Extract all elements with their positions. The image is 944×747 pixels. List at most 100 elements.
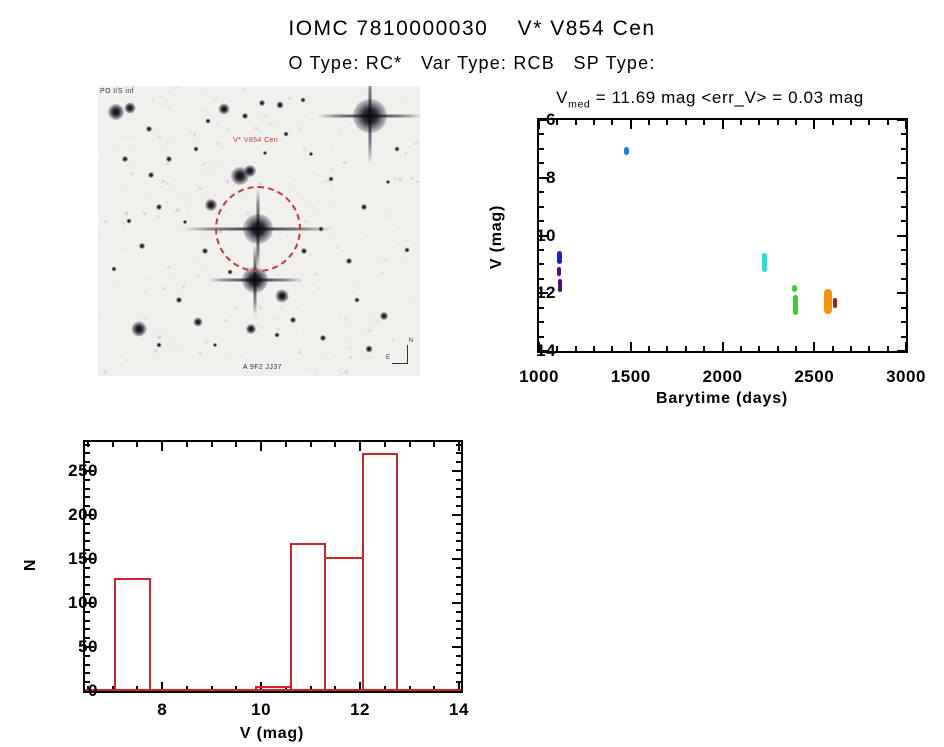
x-minor-tick (666, 120, 669, 125)
y-major-tick (539, 350, 548, 352)
x-minor-tick (383, 686, 386, 691)
x-minor-tick (136, 442, 139, 447)
y-minor-tick (456, 619, 461, 622)
y-minor-tick (85, 487, 90, 490)
y-minor-tick (456, 540, 461, 543)
histogram-bar (361, 453, 399, 691)
y-minor-tick (85, 663, 90, 666)
y-major-tick (897, 176, 906, 179)
star-core (289, 317, 296, 324)
histogram-bar (114, 578, 151, 691)
x-minor-tick (611, 120, 614, 125)
star-core (242, 113, 249, 120)
y-minor-tick (901, 335, 906, 338)
y-minor-tick (456, 575, 461, 578)
y-major-tick (897, 292, 906, 295)
x-major-tick (629, 120, 632, 129)
y-minor-tick (85, 461, 90, 464)
y-major-tick (452, 690, 461, 692)
star-core (148, 172, 155, 179)
y-major-tick (539, 119, 548, 121)
y-minor-tick (901, 248, 906, 251)
hist-x-tick-label: 10 (251, 700, 272, 719)
hist-y-tick-label: 100 (68, 593, 98, 612)
y-minor-tick (901, 191, 906, 194)
x-minor-tick (408, 442, 411, 447)
x-minor-tick (666, 346, 669, 351)
star-core (404, 247, 410, 253)
hist-y-tick-label: 150 (68, 549, 98, 569)
y-minor-tick (456, 549, 461, 552)
x-minor-tick (794, 120, 797, 125)
star-core (379, 311, 388, 320)
star-core (212, 342, 217, 347)
y-minor-tick (85, 566, 90, 569)
x-minor-tick (433, 442, 436, 447)
star-core (394, 146, 400, 152)
target-name-label: V* V854 Cen (233, 136, 279, 144)
y-major-tick (897, 119, 906, 121)
x-major-tick (721, 342, 724, 351)
y-minor-tick (456, 522, 461, 525)
x-minor-tick (776, 346, 779, 351)
x-minor-tick (684, 120, 687, 125)
light-curve-title: Vmed = 11.69 mag <err_V> = 0.03 mag (500, 88, 920, 110)
y-major-tick (452, 470, 461, 473)
page-subtitle: O Type: RC* Var Type: RCB SP Type: (288, 53, 656, 73)
x-minor-tick (703, 346, 706, 351)
lc-y-tick-label: 10 (536, 225, 556, 245)
hist-y-tick-label: 0 (88, 681, 98, 700)
star-core (156, 204, 163, 211)
x-major-tick (260, 442, 263, 451)
y-major-tick (539, 234, 548, 237)
y-minor-tick (85, 628, 90, 631)
x-minor-tick (210, 442, 213, 447)
x-minor-tick (849, 120, 852, 125)
y-minor-tick (456, 487, 461, 490)
lightcurve-data-segment (557, 251, 563, 265)
x-minor-tick (556, 120, 559, 125)
star-core (246, 324, 257, 335)
lightcurve-data-segment (823, 288, 832, 315)
y-major-tick (85, 470, 94, 473)
hist-y-tick-label: 50 (78, 637, 98, 656)
x-minor-tick (849, 346, 852, 351)
lc-x-tick-label: 2000 (702, 367, 743, 386)
vmed-subscript: med (568, 98, 591, 111)
y-minor-tick (456, 663, 461, 666)
star-core (283, 131, 289, 137)
y-minor-tick (456, 593, 461, 596)
y-major-tick (452, 558, 461, 561)
y-minor-tick (901, 263, 906, 266)
lc-x-tick-label: 1000 (519, 367, 559, 386)
y-minor-tick (456, 637, 461, 640)
y-major-tick (85, 646, 94, 648)
x-major-tick (813, 120, 816, 129)
lightcurve-data-segment (832, 297, 837, 308)
y-minor-tick (539, 191, 544, 194)
x-minor-tick (739, 120, 742, 125)
y-major-tick (539, 176, 548, 179)
y-major-tick (897, 350, 906, 352)
y-minor-tick (85, 593, 90, 596)
y-minor-tick (85, 610, 90, 613)
x-major-tick (359, 442, 362, 451)
star-core (300, 248, 307, 255)
lc-y-tick-label: 6 (546, 110, 556, 129)
star-core (131, 321, 147, 337)
x-major-tick (458, 682, 461, 691)
vmed-value-text: = 11.69 mag <err_V> = 0.03 mag (590, 88, 864, 107)
hist-x-tick-label: 14 (449, 700, 469, 719)
x-minor-tick (868, 120, 871, 125)
lc-x-tick-label: 1500 (610, 367, 651, 386)
y-minor-tick (539, 220, 544, 223)
x-minor-tick (334, 442, 337, 447)
x-minor-tick (309, 686, 312, 691)
y-major-tick (85, 558, 94, 561)
light-curve-x-axis-label: Barytime (days) (655, 390, 789, 407)
x-minor-tick (739, 346, 742, 351)
y-minor-tick (901, 205, 906, 208)
star-core (276, 101, 284, 109)
y-minor-tick (85, 637, 90, 640)
y-minor-tick (456, 654, 461, 657)
